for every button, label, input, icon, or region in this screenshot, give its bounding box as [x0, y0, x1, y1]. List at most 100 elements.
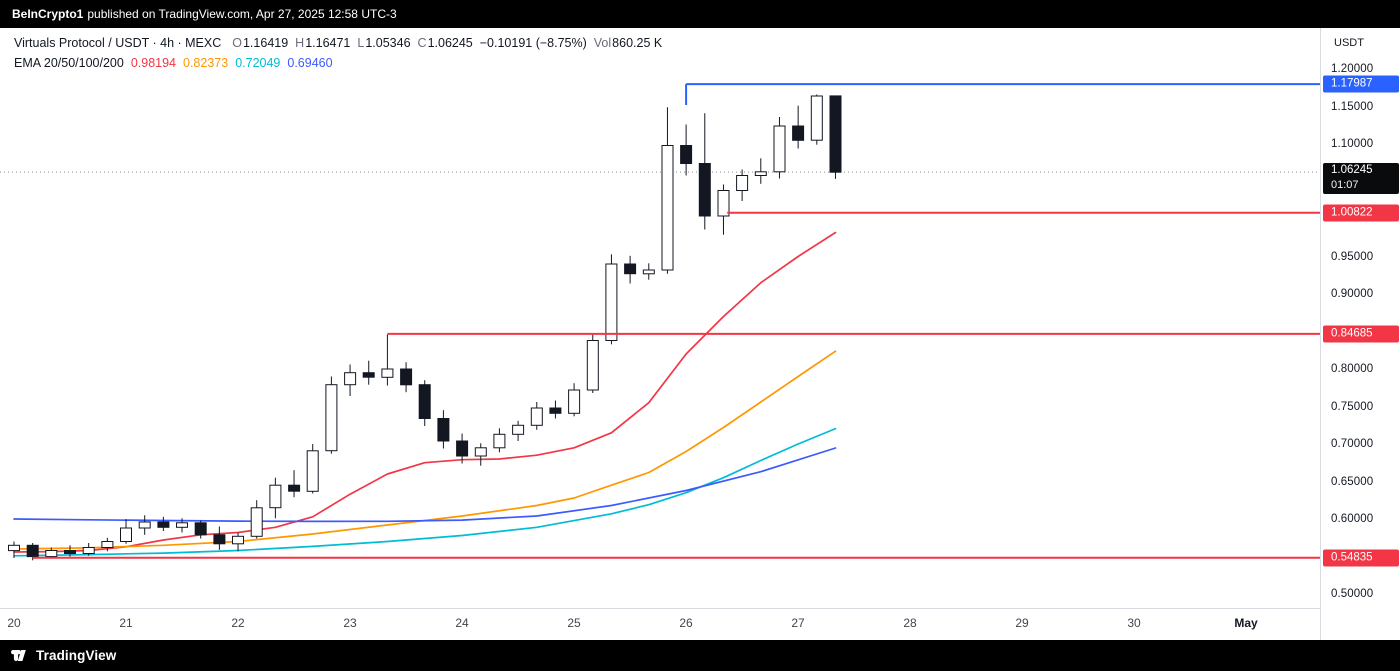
candle-body	[474, 447, 487, 457]
candle-body	[194, 522, 207, 536]
candle-body	[8, 544, 20, 552]
volume-value: Vol 860.25 K	[593, 36, 663, 50]
candle-body	[661, 145, 674, 271]
badge-price: 1.00822	[1331, 206, 1373, 219]
ema-legend-row: EMA 20/50/100/200 0.98194 0.82373 0.72049 0…	[14, 56, 662, 70]
candle-body	[568, 389, 581, 414]
badge-price: 0.84685	[1331, 327, 1373, 340]
close-value: C 1.06245	[417, 36, 473, 50]
candle-body	[400, 368, 413, 386]
candle-body	[250, 507, 263, 537]
candle-body	[773, 125, 786, 173]
symbol-legend-row: Virtuals Protocol / USDT · 4h · MEXC O 1.…	[14, 36, 662, 50]
price-label: 0.90000	[1331, 288, 1374, 300]
chart-area[interactable]: Virtuals Protocol / USDT · 4h · MEXC O 1.…	[0, 28, 1400, 640]
current-price-badge: 1.06245 01:07	[1323, 163, 1399, 195]
ema-values: 0.98194 0.82373 0.72049 0.69460	[131, 56, 333, 70]
candle-body	[549, 407, 562, 414]
candle-body	[45, 550, 58, 557]
candle-body	[530, 407, 543, 426]
time-label: 22	[231, 616, 245, 630]
ema20-line	[13, 231, 837, 553]
price-level-badge: 1.17987	[1323, 75, 1399, 93]
tradingview-logo-icon[interactable]	[10, 646, 29, 665]
time-label: 23	[343, 616, 357, 630]
time-axis[interactable]: 20 21 22 23 24 25 26 27 28 29 30 May	[0, 608, 1320, 640]
badge-price: 1.17987	[1331, 77, 1373, 90]
price-label: 1.15000	[1331, 100, 1374, 113]
price-label: 0.65000	[1331, 475, 1374, 488]
symbol-title[interactable]: Virtuals Protocol / USDT · 4h · MEXC	[14, 36, 222, 50]
candle-body	[362, 372, 375, 378]
candle-body	[64, 550, 76, 554]
candle-body	[101, 541, 114, 548]
price-axis[interactable]: USDT 1.20000 1.15000 1.10000 0.95000 0.90000…	[1320, 28, 1400, 640]
candle-body	[381, 368, 394, 378]
candle-body	[418, 384, 431, 420]
footer-bar: TradingView	[0, 640, 1400, 671]
ema100-line	[13, 427, 837, 557]
tradingview-brand[interactable]: TradingView	[36, 648, 117, 663]
price-label: 0.70000	[1331, 438, 1374, 450]
high-value: H 1.16471	[295, 36, 351, 50]
time-label: 24	[455, 616, 469, 630]
price-label: 1.10000	[1331, 138, 1374, 150]
price-label: 0.95000	[1331, 250, 1374, 263]
time-label: May	[1234, 616, 1258, 630]
candle-body	[344, 372, 357, 386]
ema50-line	[13, 350, 837, 550]
price-level-badge: 0.84685	[1323, 325, 1399, 343]
attribution-author: BeInCrypto1	[12, 7, 84, 21]
candle-body	[829, 95, 842, 173]
time-label: 21	[119, 616, 133, 630]
candle-body	[213, 534, 226, 545]
candle-countdown: 01:07	[1331, 179, 1359, 192]
attribution-text: published on TradingView.com, Apr 27, 20…	[87, 7, 397, 21]
candle-body	[810, 95, 823, 141]
change-value: −0.10191 (−8.75%)	[479, 36, 587, 50]
candle-body	[624, 263, 637, 275]
candle-body	[325, 384, 338, 452]
price-label: 0.80000	[1331, 363, 1374, 375]
candle-body	[698, 163, 711, 217]
open-value: O 1.16419	[232, 36, 289, 50]
candle-body	[120, 527, 132, 542]
badge-price: 0.54835	[1331, 551, 1373, 564]
time-label: 29	[1015, 616, 1029, 630]
candle-body	[680, 145, 693, 164]
candle-body	[736, 175, 749, 191]
time-label: 27	[791, 616, 805, 630]
ema-label[interactable]: EMA 20/50/100/200	[14, 56, 124, 70]
candle-body	[288, 484, 301, 492]
candle-body	[642, 269, 655, 275]
ema-value: 0.69460	[287, 56, 333, 70]
price-level-badge: 1.00822	[1323, 204, 1399, 222]
time-label: 30	[1127, 616, 1141, 630]
candle-body	[754, 171, 767, 177]
ema-value: 0.98194	[130, 56, 176, 70]
candle-body	[82, 547, 95, 554]
candle-body	[586, 340, 599, 391]
candle-body	[157, 521, 170, 528]
candle-body	[792, 125, 805, 141]
candle-body	[512, 424, 525, 435]
time-label: 28	[903, 616, 917, 630]
candle-body	[717, 190, 730, 217]
candle-body	[269, 484, 282, 509]
price-label: 0.75000	[1331, 400, 1374, 413]
attribution-bar: BeInCrypto1 published on TradingView.com…	[0, 0, 1400, 28]
candle-body	[605, 263, 618, 341]
candle-body	[138, 521, 151, 529]
badge-price: 1.06245	[1331, 164, 1373, 177]
chart-legend: Virtuals Protocol / USDT · 4h · MEXC O 1.…	[14, 36, 662, 70]
ema200-line	[13, 447, 837, 523]
candle-body	[232, 535, 244, 545]
candle-body	[493, 433, 506, 449]
time-label: 25	[567, 616, 581, 630]
price-label: 0.50000	[1331, 588, 1374, 600]
price-axis-currency: USDT	[1334, 37, 1364, 49]
price-label: 0.60000	[1331, 513, 1374, 525]
time-label: 20	[7, 616, 21, 630]
candlestick-chart[interactable]	[0, 28, 1320, 608]
ema-value: 0.82373	[183, 56, 229, 70]
